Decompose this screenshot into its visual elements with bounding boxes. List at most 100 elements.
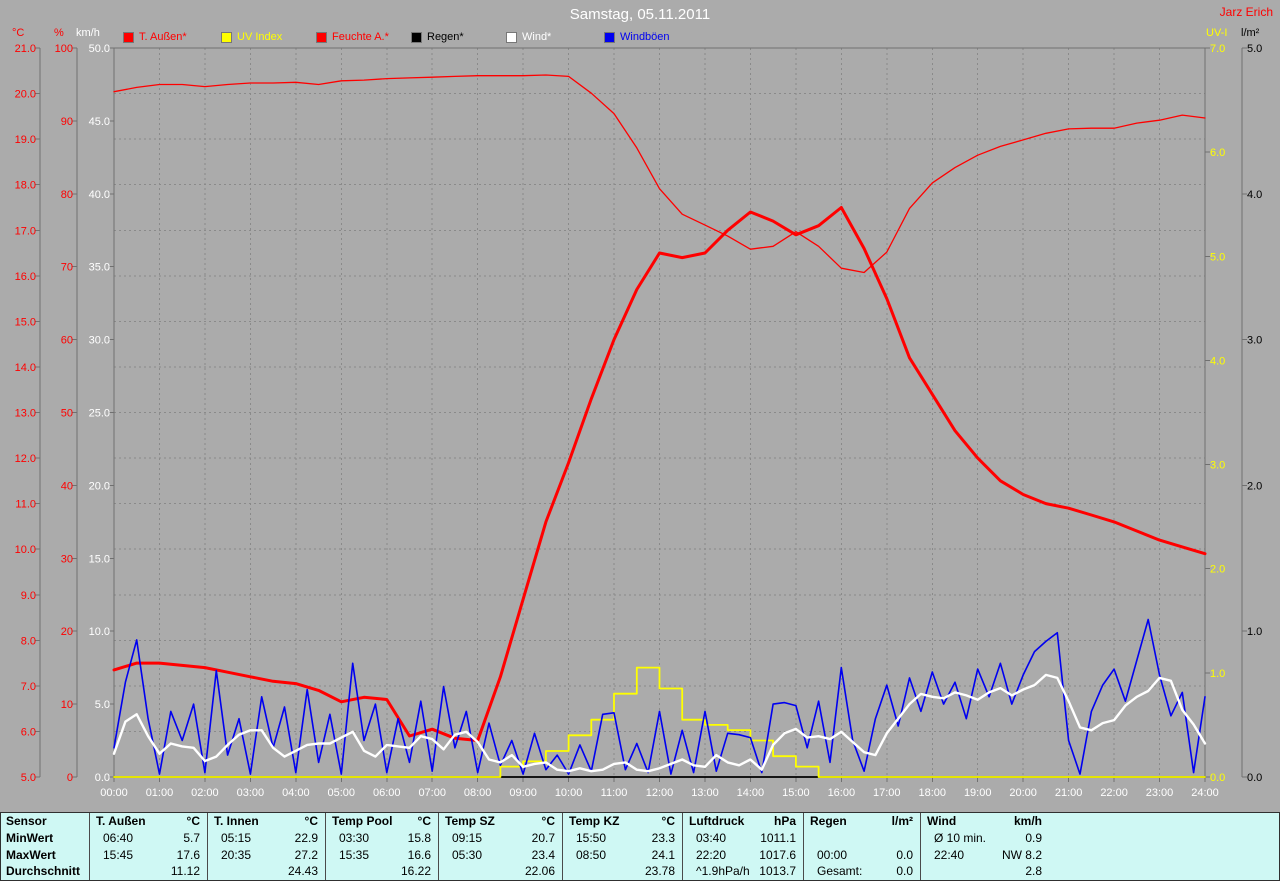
temp-axis-tick-label: 8.0 [21, 635, 36, 647]
table-cell-value: 24.1 [651, 847, 675, 862]
table-cell-value: 17.6 [176, 847, 200, 862]
table-cell-time [804, 830, 817, 847]
time-tick-label: 04:00 [282, 787, 310, 799]
temp-axis-tick-label: 5.0 [21, 772, 36, 784]
table-cell-value: 24.43 [287, 864, 318, 879]
table-column-regen: Regen l/m² 00:00 0.0 Gesamt: 0.0 [803, 813, 920, 880]
table-cell-value: 11.12 [170, 864, 200, 879]
table-cell-value: 1013.7 [759, 864, 796, 879]
table-cell-value: 23.4 [531, 847, 555, 862]
legend-color-box [411, 31, 422, 43]
time-tick-label: 16:00 [828, 787, 856, 799]
table-cell-value: 23.3 [651, 830, 675, 845]
temp-axis-tick-label: 15.0 [15, 316, 36, 328]
table-cell-value: 2.8 [1025, 864, 1042, 879]
table-cell-value: 5.7 [183, 830, 200, 845]
kmh-axis-tick-label: 25.0 [89, 408, 110, 420]
table-cell-time [90, 863, 103, 880]
legend-label: Windböen [620, 31, 670, 43]
table-cell-value: 23.78 [644, 864, 675, 879]
table-row-label: Durchschnitt [6, 864, 81, 879]
table-column-t-au-en: T. Außen °C 06:40 5.7 15:45 17.6 11.12 [89, 813, 207, 880]
uv-axis-tick-label: 3.0 [1210, 460, 1225, 472]
time-tick-label: 12:00 [646, 787, 674, 799]
table-cell-time: 15:35 [339, 847, 370, 862]
series-feuchte-a [113, 74, 1206, 274]
temp-axis-tick-label: 6.0 [21, 726, 36, 738]
legend-item-regen: Regen* [411, 31, 464, 43]
table-cell-time: 05:30 [452, 847, 483, 862]
legend-label: Regen* [427, 31, 464, 43]
table-cell-time: 06:40 [103, 830, 134, 845]
legend-item-wind: Wind* [506, 31, 551, 43]
percent-axis-tick-label: 100 [55, 43, 73, 55]
kmh-axis-tick-label: 40.0 [89, 189, 110, 201]
uv-axis-tick-label: 5.0 [1210, 251, 1225, 263]
uv-axis-tick-label: 6.0 [1210, 147, 1225, 159]
series-t-au-en [112, 206, 1207, 742]
temp-axis-tick-label: 11.0 [15, 499, 36, 511]
table-row-label: MinWert [6, 830, 54, 845]
table-cell-time: 22:20 [696, 847, 727, 862]
table-cell-value: NW 8.2 [1001, 847, 1042, 862]
column-header-name: Regen [810, 814, 847, 828]
series-uv-index [113, 666, 1206, 778]
column-header-unit: °C [541, 814, 555, 828]
table-cell-time: 00:00 [817, 847, 848, 862]
table-cell-time: 03:40 [696, 830, 727, 845]
percent-axis-tick-label: 10 [61, 699, 73, 711]
time-tick-label: 14:00 [737, 787, 765, 799]
lm2-axis-tick-label: 4.0 [1247, 189, 1262, 201]
legend-item-feuchte-a: Feuchte A.* [316, 31, 389, 43]
table-column-t-innen: T. Innen °C 05:15 22.9 20:35 27.2 24.43 [207, 813, 325, 880]
table-cell-value: 0.0 [896, 864, 913, 879]
chart-legend: T. Außen* UV Index Feuchte A.* Regen* Wind* W… [0, 31, 1280, 45]
time-tick-label: 03:00 [237, 787, 265, 799]
rain-axis-unit-label: l/m² [1241, 27, 1260, 39]
time-tick-label: 08:00 [464, 787, 492, 799]
table-cell-time: 08:50 [576, 847, 607, 862]
legend-label: T. Außen* [139, 31, 187, 43]
lm2-axis-tick-label: 3.0 [1247, 335, 1262, 347]
uv-axis-tick-label: 4.0 [1210, 355, 1225, 367]
time-tick-label: 24:00 [1191, 787, 1219, 799]
percent-axis-tick-label: 20 [61, 626, 73, 638]
lm2-axis-tick-label: 2.0 [1247, 480, 1262, 492]
table-cell-value: 20.7 [531, 830, 555, 845]
temp-axis-tick-label: 17.0 [15, 225, 36, 237]
percent-axis-tick-label: 90 [61, 116, 73, 128]
column-header-name: Temp Pool [332, 814, 393, 828]
series-wind [112, 673, 1207, 773]
column-header-name: Wind [927, 814, 957, 828]
table-column-luftdruck: Luftdruck hPa 03:40 1011.1 22:20 1017.6 ^1.9hP… [682, 813, 803, 880]
temp-axis-tick-label: 10.0 [15, 544, 36, 556]
temp-axis-unit-label: °C [12, 27, 25, 39]
column-header-name: Luftdruck [689, 814, 745, 828]
time-tick-label: 01:00 [146, 787, 174, 799]
chart-title: Samstag, 05.11.2011 [569, 6, 711, 23]
series-windb-en [113, 618, 1206, 775]
column-header-unit: l/m² [891, 814, 913, 828]
lm2-axis-tick-label: 1.0 [1247, 626, 1262, 638]
percent-axis-tick-label: 30 [61, 553, 73, 565]
legend-color-box [316, 31, 327, 43]
time-tick-label: 13:00 [691, 787, 719, 799]
table-cell-value: 16.6 [407, 847, 431, 862]
author-name: Jarz Erich [1219, 5, 1273, 19]
table-cell-value: 27.2 [294, 847, 318, 862]
kmh-axis-tick-label: 45.0 [89, 116, 110, 128]
summary-table: Sensor MinWert MaxWert Durchschnitt T. Außen… [0, 812, 1280, 881]
table-cell-time: Gesamt: [817, 864, 863, 879]
table-cell-time [326, 863, 339, 880]
table-cell-value: 22.06 [524, 864, 555, 879]
temp-axis-tick-label: 9.0 [21, 590, 36, 602]
table-cell-time [208, 863, 221, 880]
column-header-unit: km/h [1013, 814, 1042, 828]
uv-axis-tick-label: 2.0 [1210, 564, 1225, 576]
table-column-temp-pool: Temp Pool °C 03:30 15.8 15:35 16.6 16.22 [325, 813, 438, 880]
table-cell-value: 0.0 [896, 847, 913, 862]
temp-axis-tick-label: 21.0 [15, 43, 36, 55]
temp-axis-tick-label: 12.0 [15, 453, 36, 465]
table-cell-value [817, 830, 920, 847]
